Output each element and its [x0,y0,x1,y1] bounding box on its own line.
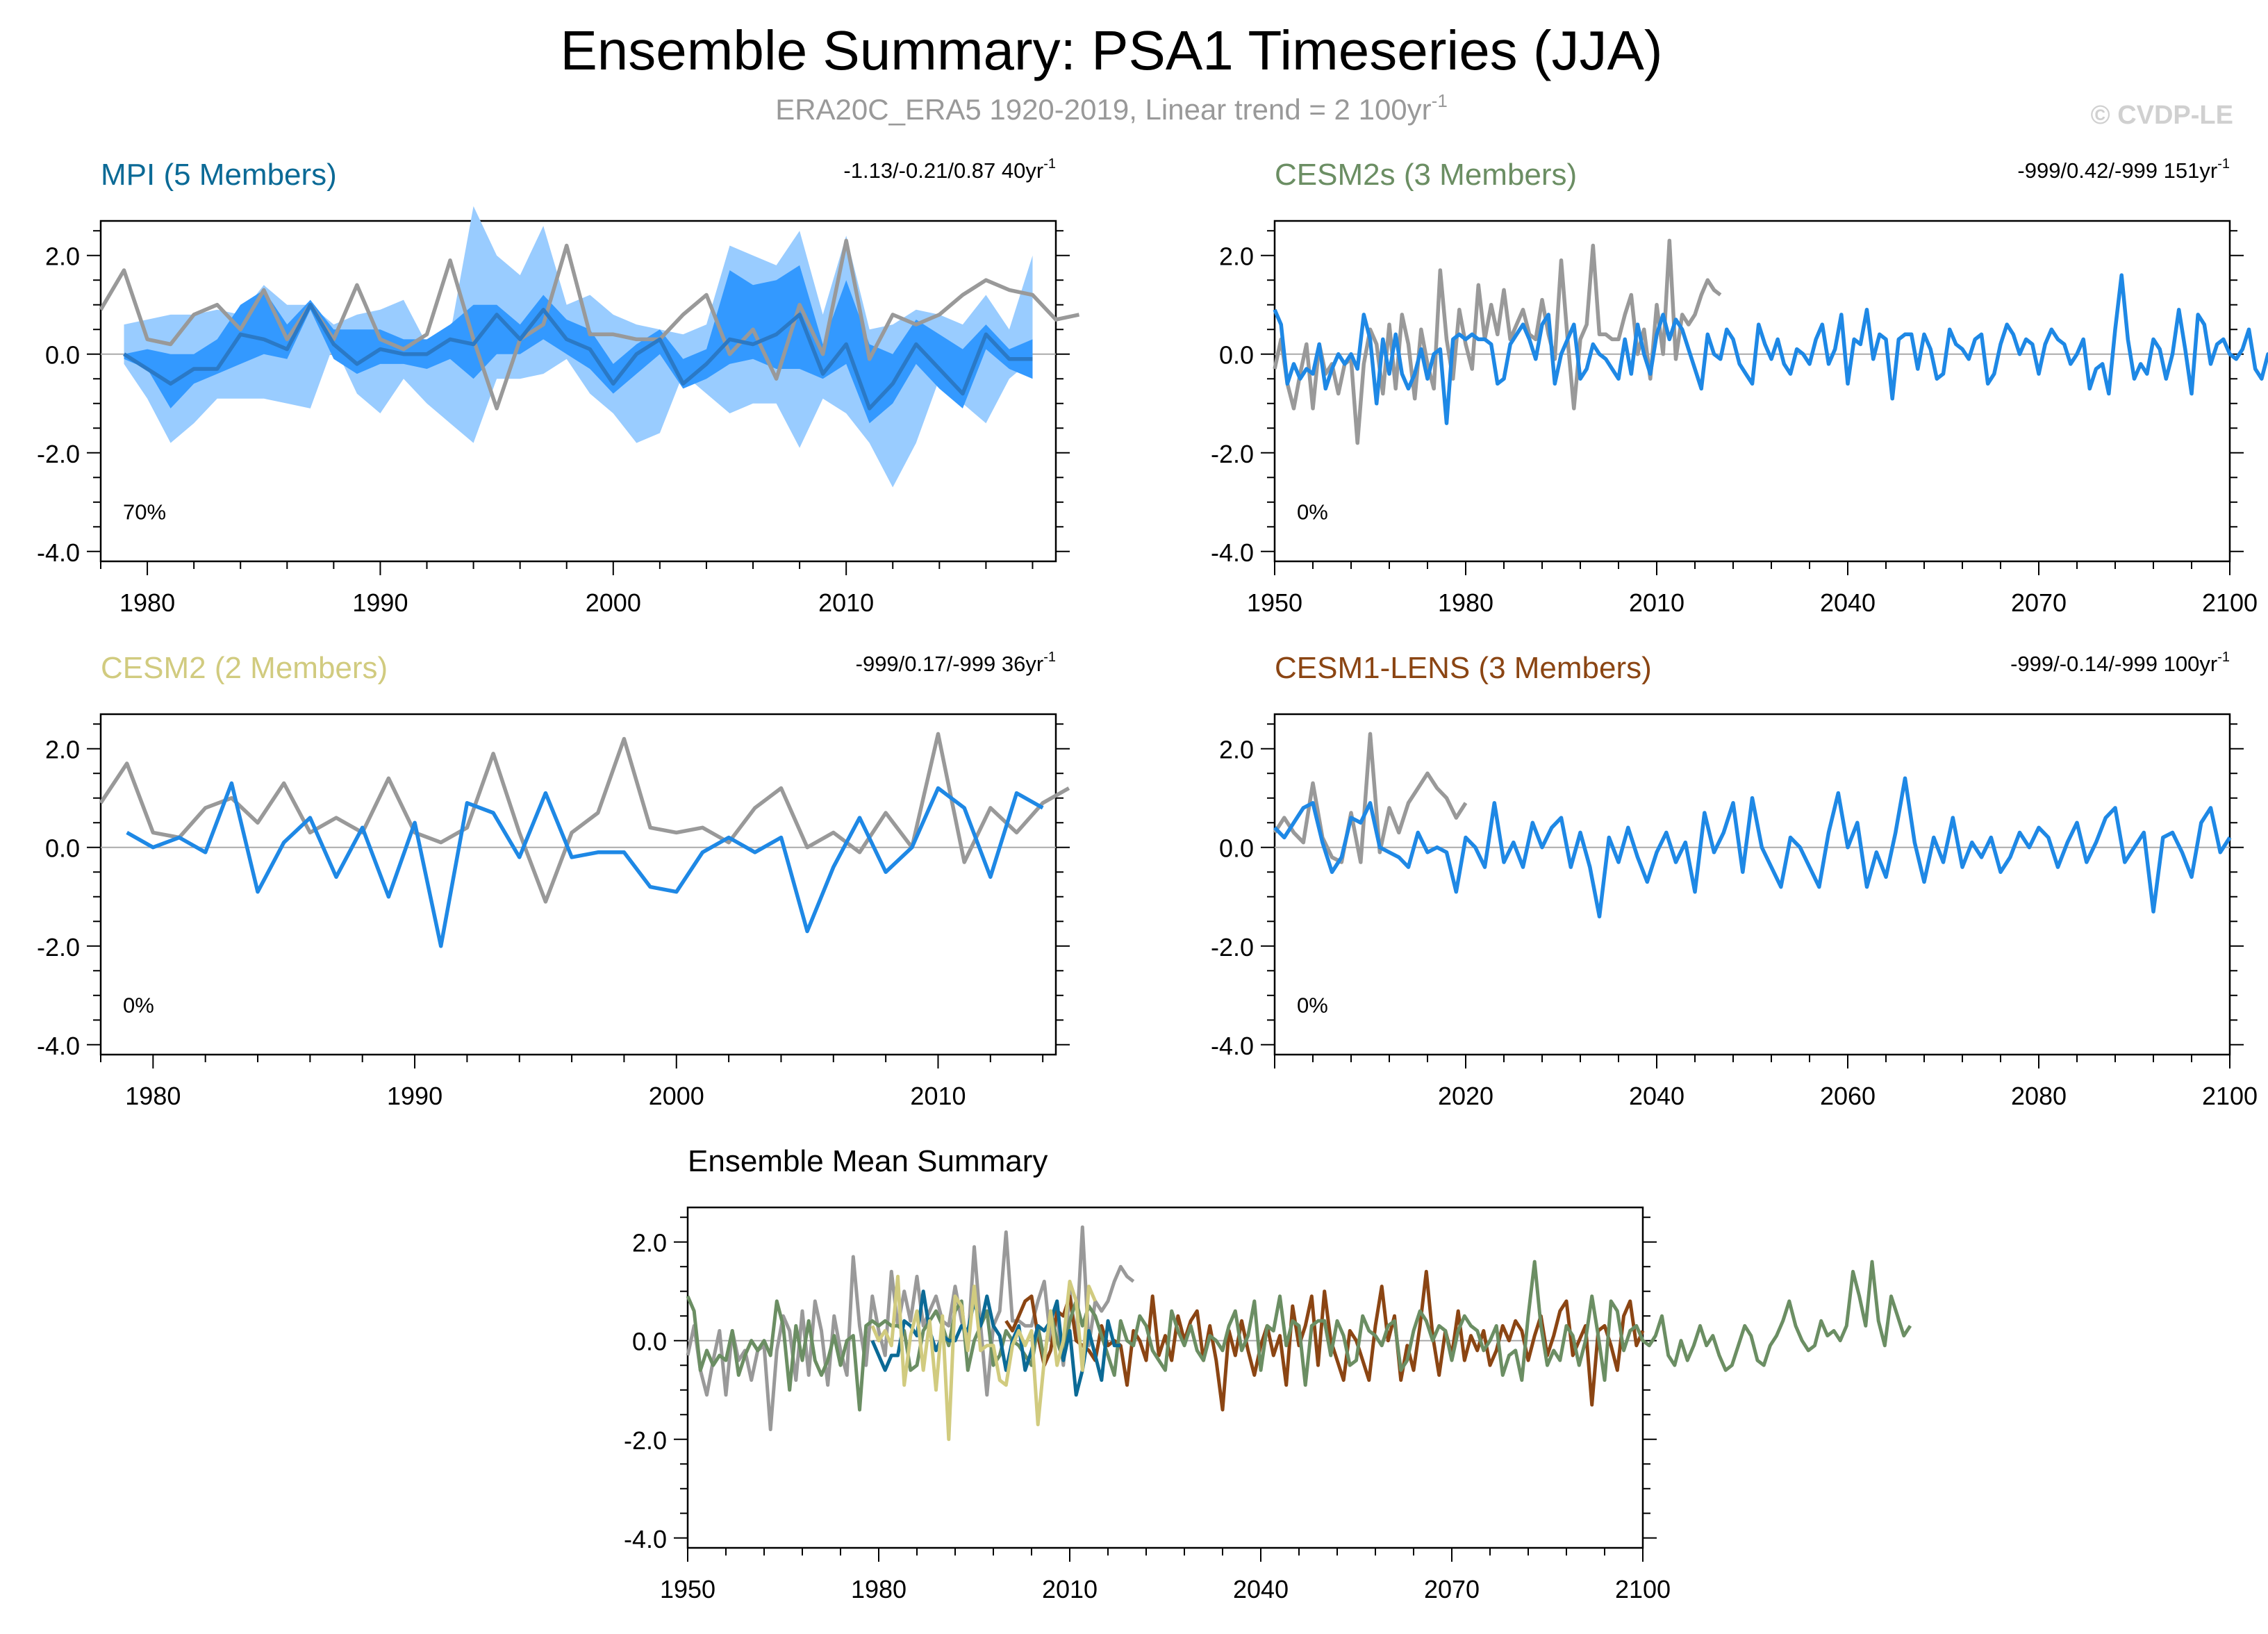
panel-stats-text: -999/0.42/-999 151yr [2017,158,2217,183]
panel-stats-text: -999/-0.14/-999 100yr [2010,652,2217,676]
x-tick-label: 2010 [910,1082,966,1110]
ensemble-mean-line [123,302,1033,411]
x-tick-label: 2100 [1615,1575,1671,1603]
x-tick-label: 1950 [660,1575,715,1603]
panel-summary: 2.0 0.0 -2.0 -4.0 1950 1980 2010 2040 2070 2100 En… [624,1144,1912,1603]
panel-stats-cesm2s: -999/0.42/-999 151yr-1 [2017,156,2230,183]
x-tick-label: 2080 [2011,1082,2067,1110]
x-tick-label: 2010 [818,588,874,617]
x-tick-label: 2100 [2202,588,2258,617]
panel-stats-sup: -1 [1043,156,1056,172]
y-tick-label: 0.0 [632,1328,667,1356]
figure-subtitle-sup: -1 [1432,90,1448,111]
panel-stats-mpi: -1.13/-0.21/0.87 40yr-1 [843,156,1056,183]
x-tick-label: 1980 [1438,588,1493,617]
x-tick-label: 2060 [1820,1082,1876,1110]
ensemble-mean-line [126,781,1044,948]
observation-line [1273,732,1468,864]
y-tick-label: -2.0 [1211,933,1254,962]
figure-title: Ensemble Summary: PSA1 Timeseries (JJA) [560,19,1662,81]
observation-line [99,732,1070,904]
y-tick-label: -4.0 [624,1525,667,1553]
panel-cesm2s: 2.0 0.0 -2.0 -4.0 1950 1980 2010 2040 2070 2100 CE… [1211,156,2268,617]
x-tick-label: 1980 [119,588,175,617]
panel-stats-sup: -1 [2217,156,2230,172]
panel-percent-cesm1: 0% [1297,993,1328,1018]
panel-percent-mpi: 70% [123,500,166,525]
ensemble-mean-line [1273,273,2268,425]
y-tick-label: 2.0 [632,1229,667,1257]
y-tick-label: -4.0 [1211,1032,1254,1060]
panel-title-cesm2s: CESM2s (3 Members) [1275,158,1577,192]
panel-stats-sup: -1 [1043,650,1056,665]
summary-cesm2-line [870,1274,1097,1442]
plot-frame [99,220,1057,563]
y-tick-label: 2.0 [45,242,80,271]
y-tick-label: -4.0 [37,1032,80,1060]
plot-frame [1273,220,2231,563]
x-tick-label: 2070 [2011,588,2067,617]
panel-stats-text: -1.13/-0.21/0.87 40yr [843,158,1043,183]
y-tick-label: 2.0 [1219,736,1254,764]
y-tick-label: 0.0 [1219,341,1254,370]
x-tick-label: 1980 [125,1082,181,1110]
x-tick-label: 2100 [2202,1082,2258,1110]
figure-subtitle: ERA20C_ERA5 1920-2019, Linear trend = 2 … [775,90,1448,126]
panel-title-mpi: MPI (5 Members) [101,158,337,192]
plot-frame [99,713,1057,1056]
y-tick-label: -2.0 [624,1426,667,1455]
y-tick-label: -2.0 [1211,440,1254,468]
panel-stats-cesm1: -999/-0.14/-999 100yr-1 [2010,650,2230,676]
x-tick-label: 2040 [1233,1575,1289,1603]
panel-cesm2: 2.0 0.0 -2.0 -4.0 1980 1990 2000 2010 CESM2 (2 M… [37,650,1070,1110]
y-tick-label: 0.0 [1219,834,1254,863]
panel-stats-sup: -1 [2217,650,2230,665]
ensemble-mean-line [1273,776,2232,918]
x-tick-label: 2000 [586,588,641,617]
x-tick-label: 1980 [851,1575,907,1603]
observation-line [99,238,1080,411]
panel-percent-cesm2s: 0% [1297,500,1328,525]
x-tick-label: 1950 [1247,588,1302,617]
y-tick-label: 0.0 [45,341,80,370]
x-tick-label: 2070 [1424,1575,1480,1603]
panel-stats-cesm2: -999/0.17/-999 36yr-1 [856,650,1056,676]
x-tick-label: 2010 [1042,1575,1098,1603]
x-tick-label: 2000 [649,1082,704,1110]
panel-cesm1: 2.0 0.0 -2.0 -4.0 2020 2040 2060 2080 2100 CESM1-… [1211,650,2258,1110]
panel-percent-cesm2: 0% [123,993,154,1018]
y-tick-label: -4.0 [1211,538,1254,567]
y-tick-label: -4.0 [37,538,80,567]
x-tick-label: 2040 [1629,1082,1685,1110]
x-tick-label: 1990 [352,588,408,617]
panel-title-summary: Ensemble Mean Summary [688,1144,1048,1178]
y-tick-label: 2.0 [45,736,80,764]
summary-mpi-line [870,1289,1121,1397]
figure-subtitle-text: ERA20C_ERA5 1920-2019, Linear trend = 2 … [775,93,1431,126]
x-tick-label: 2040 [1820,588,1876,617]
summary-cesm2s-line [686,1260,1912,1412]
panels: 2.0 0.0 -2.0 -4.0 1980 1990 2000 2010 MPI (5 Mem… [37,156,2268,1603]
panel-title-cesm1: CESM1-LENS (3 Members) [1275,651,1652,685]
y-tick-label: -2.0 [37,440,80,468]
y-tick-label: 2.0 [1219,242,1254,271]
plot-frame [686,1206,1644,1549]
copyright-label: © CVDP-LE [2091,101,2233,130]
x-tick-label: 1990 [387,1082,442,1110]
panel-title-cesm2: CESM2 (2 Members) [101,651,388,685]
y-tick-label: -2.0 [37,933,80,962]
panel-mpi: 2.0 0.0 -2.0 -4.0 1980 1990 2000 2010 MPI (5 Mem… [37,156,1080,617]
x-tick-label: 2010 [1629,588,1685,617]
panel-stats-text: -999/0.17/-999 36yr [856,652,1044,676]
x-tick-label: 2020 [1438,1082,1493,1110]
y-tick-label: 0.0 [45,834,80,863]
plot-frame [1273,713,2231,1056]
